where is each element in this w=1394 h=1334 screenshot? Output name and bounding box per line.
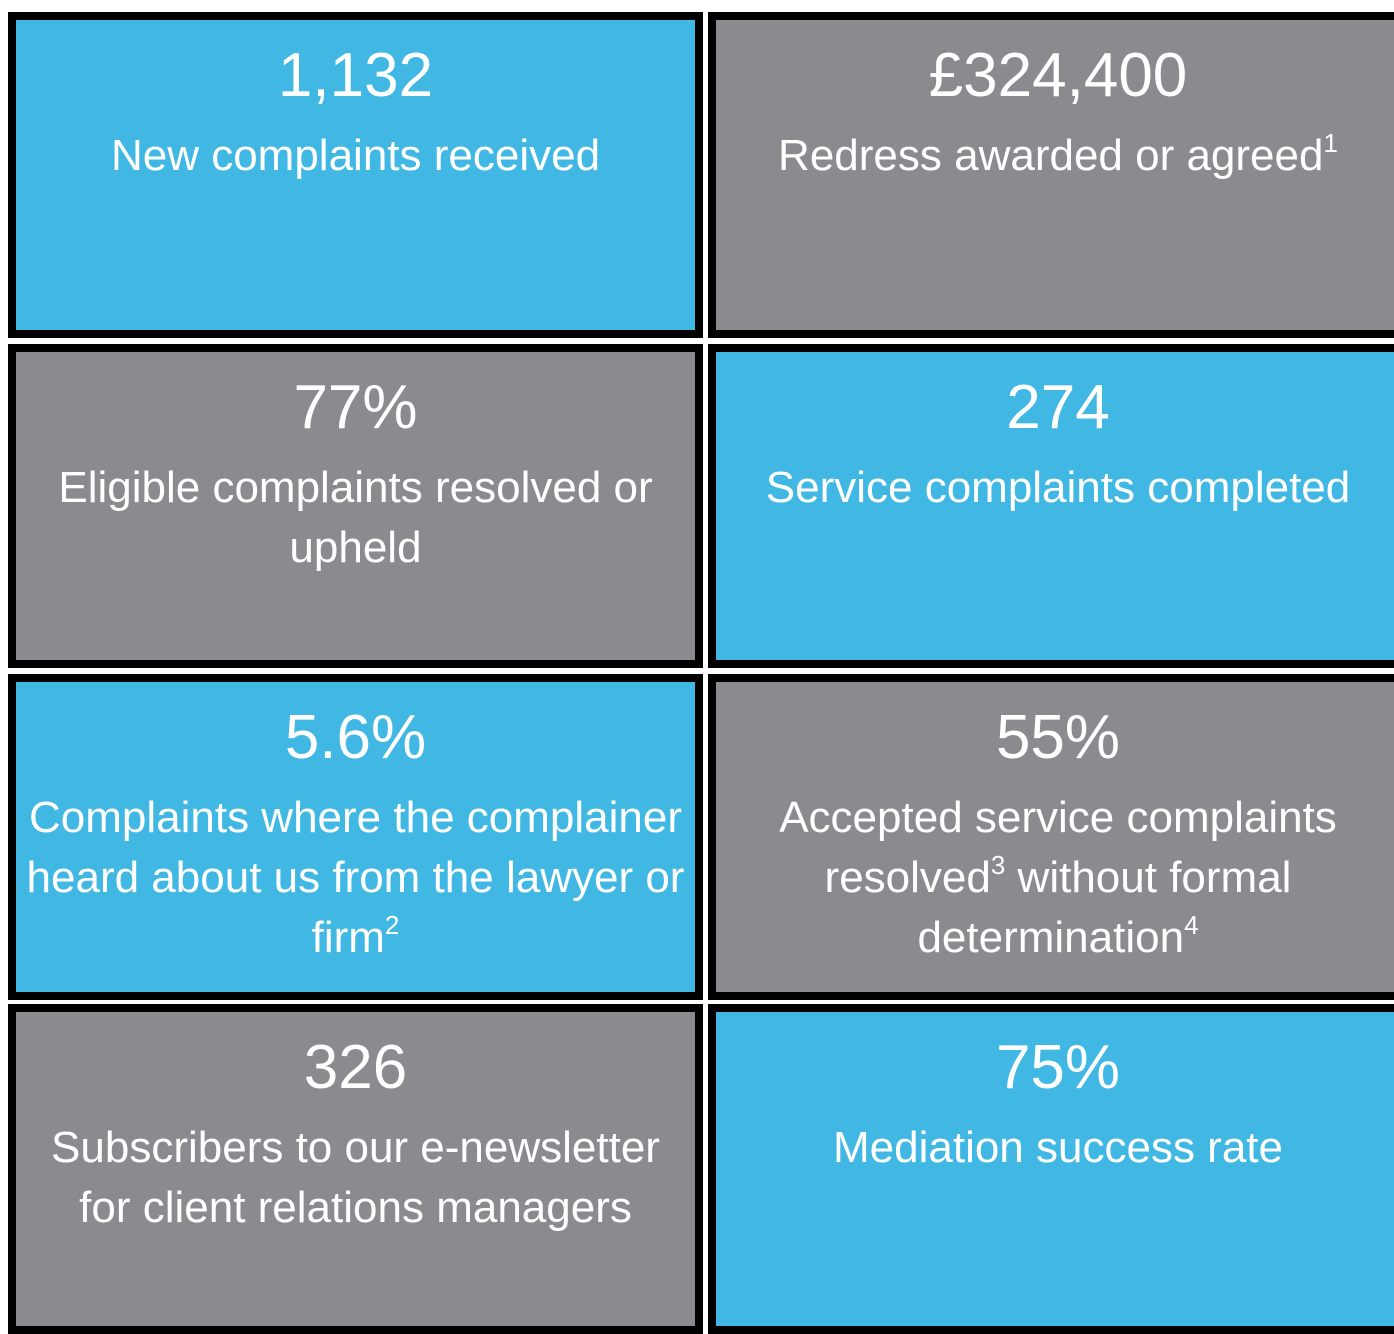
stat-value: 326 <box>303 1033 408 1102</box>
stat-value: 55% <box>995 703 1121 772</box>
label-text: Subscribers to our e-newsletter for clie… <box>51 1123 660 1232</box>
footnote-ref: 3 <box>990 850 1006 880</box>
label-text: Mediation success rate <box>833 1123 1283 1172</box>
stat-value: 5.6% <box>284 703 427 772</box>
stat-tile: 77% Eligible complaints resolved or uphel… <box>8 344 703 668</box>
label-text: Accepted service complaints resolved <box>779 793 1337 902</box>
stat-label: New complaints received <box>26 126 685 186</box>
label-text: Service complaints completed <box>765 463 1351 512</box>
stat-value: 77% <box>293 373 418 442</box>
stat-tile: 55% Accepted service complaints resolved3… <box>708 674 1394 1000</box>
stat-label: Accepted service complaints resolved3 wi… <box>726 788 1390 968</box>
footnote-ref: 4 <box>1184 910 1199 940</box>
label-text: New complaints received <box>110 131 601 180</box>
label-text: Eligible complaints resolved or upheld <box>58 463 653 572</box>
label-text: Complaints where the complainer heard ab… <box>26 793 685 962</box>
stat-label: Eligible complaints resolved or upheld <box>26 458 685 578</box>
stat-tile: 326 Subscribers to our e-newsletter for c… <box>8 1004 703 1334</box>
stat-tile: 75% Mediation success rate <box>708 1004 1394 1334</box>
stat-label: Subscribers to our e-newsletter for clie… <box>26 1118 685 1238</box>
stat-tile: 274 Service complaints completed <box>708 344 1394 668</box>
stat-value: 75% <box>995 1033 1121 1102</box>
footnote-ref: 1 <box>1323 128 1338 158</box>
stat-value: 274 <box>1006 373 1110 442</box>
stat-label: Mediation success rate <box>726 1118 1390 1178</box>
label-text: Redress awarded or agreed <box>778 131 1324 180</box>
stat-value: £324,400 <box>928 41 1188 110</box>
stat-tile: £324,400 Redress awarded or agreed1 <box>708 12 1394 338</box>
stat-value: 1,132 <box>277 41 434 110</box>
label-text: without formal determination <box>917 853 1292 962</box>
stat-label: Redress awarded or agreed1 <box>726 126 1390 186</box>
footnote-ref: 2 <box>384 910 400 940</box>
stat-label: Complaints where the complainer heard ab… <box>26 788 685 968</box>
stat-tile: 1,132 New complaints received <box>8 12 703 338</box>
stat-label: Service complaints completed <box>726 458 1390 518</box>
stat-tile: 5.6% Complaints where the complainer hear… <box>8 674 703 1000</box>
